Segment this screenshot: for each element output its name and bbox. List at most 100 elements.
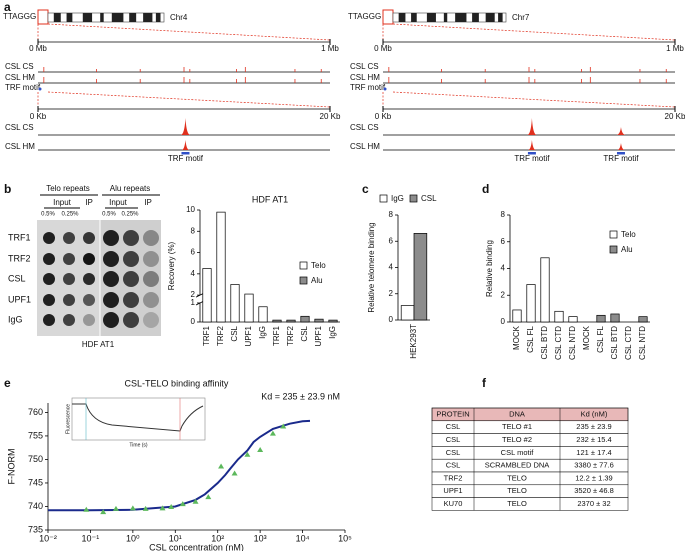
panel-label: a	[4, 0, 11, 14]
data-point	[218, 463, 225, 469]
bar	[328, 319, 338, 323]
blot-dot	[63, 294, 75, 306]
blot-dot	[143, 292, 159, 308]
table-header: Kd (nM)	[581, 409, 608, 418]
chromosome-label: Chr4	[170, 13, 188, 22]
blot-dot	[103, 312, 119, 328]
blot-dot	[123, 271, 139, 287]
chromosome-label: Chr7	[512, 13, 530, 22]
legend-swatch	[299, 276, 308, 285]
y-tick-label: 755	[28, 430, 43, 440]
x-tick-label: TRF1	[202, 325, 211, 346]
bar	[300, 315, 310, 323]
y-tick-label: 2	[501, 290, 506, 299]
y-tick-label: 8	[501, 210, 506, 219]
x-tick-label: CSL CTD	[554, 326, 563, 360]
table-cell: 121 ± 17.4	[576, 448, 611, 457]
bar	[216, 211, 226, 323]
data-point	[192, 498, 199, 504]
y-tick-label: 4	[389, 263, 394, 272]
data-point	[231, 470, 238, 476]
blot-dot	[103, 251, 119, 267]
x-tick-label: TRF2	[216, 325, 225, 346]
motif-label: TRF motif	[168, 154, 204, 163]
track-label: CSL HM	[350, 142, 380, 151]
x-tick-label: 10²	[211, 533, 224, 543]
zoom-box	[37, 9, 49, 25]
data-point	[280, 423, 287, 429]
legend-swatch	[609, 245, 618, 254]
motif-label: TTAGGG	[348, 12, 381, 21]
blot-dot	[143, 271, 159, 287]
blot-dot	[63, 273, 75, 285]
table-cell: TRF2	[444, 473, 463, 482]
blot-dot	[103, 292, 119, 308]
scale-label: 0 Kb	[30, 112, 47, 121]
blot-amount: 0.25%	[121, 212, 139, 218]
y-tick-label: 6	[501, 237, 506, 246]
table-cell: SCRAMBLED DNA	[485, 461, 550, 470]
blot-dot	[83, 273, 95, 285]
blot-dot	[103, 271, 119, 287]
data-point	[129, 505, 136, 511]
x-tick-label: 10⁵	[338, 533, 352, 543]
bar	[230, 284, 240, 323]
blot-group: Alu repeats	[110, 184, 150, 193]
table-row	[431, 497, 629, 511]
data-point	[179, 501, 186, 507]
track-label: CSL CS	[5, 123, 34, 132]
motif-label: TRF motif	[514, 154, 550, 163]
y-tick-label: 745	[28, 477, 43, 487]
zoom-line	[47, 91, 331, 108]
data-point	[83, 506, 90, 512]
x-tick-label: CSL BTD	[610, 326, 619, 360]
table-header: PROTEIN	[436, 409, 469, 418]
blot-dot	[143, 312, 159, 328]
motif-bar	[527, 152, 536, 155]
bar	[258, 306, 268, 323]
bar	[272, 319, 282, 323]
blot-dot	[123, 230, 139, 246]
bar	[526, 284, 536, 323]
scale-label: 20 Kb	[665, 112, 685, 121]
data-point	[244, 451, 251, 457]
blot-dot	[43, 294, 55, 306]
data-point	[269, 430, 276, 436]
ideogram-band	[129, 13, 137, 22]
ideogram	[47, 12, 165, 23]
table-cell: CSL	[446, 461, 461, 470]
y-tick-label: 760	[28, 407, 43, 417]
scale-label: 1 Mb	[321, 44, 339, 53]
y-tick-label: 4	[191, 269, 196, 278]
motif-label: TRF motif	[603, 154, 639, 163]
x-tick-label: IgG	[258, 326, 267, 339]
motif-bar	[181, 152, 190, 155]
y-tick-label: 10	[186, 205, 195, 214]
y-tick-label: 1	[191, 298, 196, 307]
peak	[180, 118, 191, 135]
track-label: CSL HM	[350, 73, 380, 82]
blot-amount: 0.5%	[41, 212, 55, 218]
bar	[596, 314, 606, 323]
x-tick-label: 10⁰	[126, 533, 140, 543]
bar	[244, 293, 254, 323]
ideogram-band	[426, 13, 436, 22]
y-tick-label: 2	[191, 290, 196, 299]
zoom-line	[47, 23, 331, 41]
legend-label: Alu	[311, 276, 323, 285]
x-tick-label: IgG	[328, 326, 337, 339]
blot-dot	[43, 273, 55, 285]
bar	[413, 233, 428, 321]
x-tick-label: CSL NTD	[638, 326, 647, 360]
table-cell: 3520 ± 46.8	[574, 486, 614, 495]
data-point	[205, 494, 212, 500]
scale-label: 1 Mb	[666, 44, 684, 53]
track-label: CSL HM	[5, 142, 35, 151]
ideogram-band	[498, 13, 503, 22]
bar	[554, 310, 564, 323]
table-cell: CSL motif	[501, 448, 535, 457]
y-tick-label: 735	[28, 524, 43, 534]
table-cell: KU70	[444, 499, 463, 508]
